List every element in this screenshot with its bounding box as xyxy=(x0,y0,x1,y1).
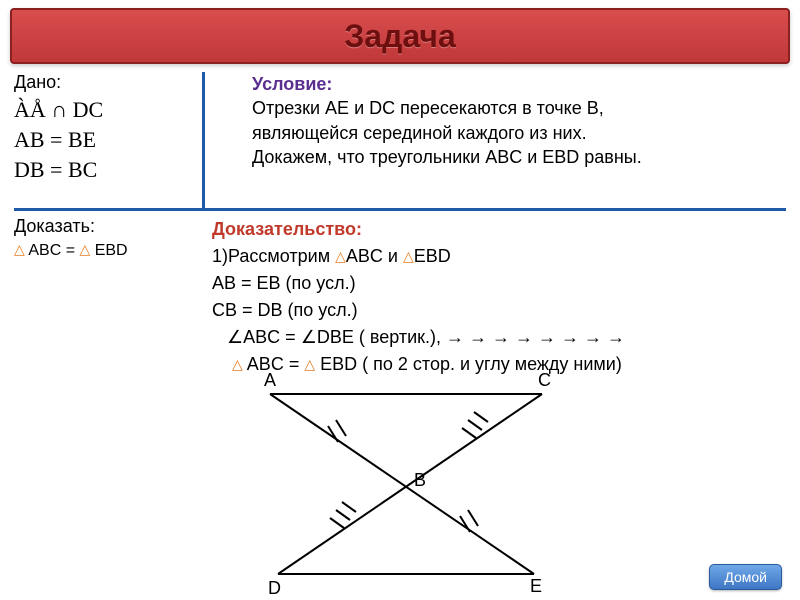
prove-expression: △ ABC = △ EBD xyxy=(14,241,202,260)
triangle-icon: △ xyxy=(232,354,243,375)
proof-block: Доказательство: 1)Рассмотрим △ABC и △EBD… xyxy=(212,216,782,378)
angle-icon: ∠ xyxy=(227,324,243,351)
point-label-c: C xyxy=(538,370,551,391)
proof-text: EBD ( по 2 стор. и углу между ними) xyxy=(315,354,622,374)
home-button[interactable]: Домой xyxy=(709,564,782,590)
given-line1: ÀÅ ∩ DC xyxy=(14,97,202,123)
vertical-divider xyxy=(202,72,205,208)
given-line3: DB = BC xyxy=(14,157,202,183)
condition-block: Условие: Отрезки AE и DC пересекаются в … xyxy=(252,72,652,169)
slide-root: Задача Дано: ÀÅ ∩ DC AB = BE DB = BC Усл… xyxy=(0,0,800,600)
triangle-icon: △ xyxy=(335,246,346,267)
prove-block: Доказать: △ ABC = △ EBD xyxy=(14,216,202,260)
proof-text: ABC и xyxy=(346,246,403,266)
point-label-d: D xyxy=(268,578,281,599)
horizontal-divider xyxy=(14,208,786,211)
proof-line5: △ ABC = △ EBD ( по 2 стор. и углу между … xyxy=(212,351,782,378)
prove-left: ABC = xyxy=(25,242,80,259)
prove-right: EBD xyxy=(90,242,127,259)
proof-line1: 1)Рассмотрим △ABC и △EBD xyxy=(212,243,782,270)
triangle-icon: △ xyxy=(304,354,315,375)
given-block: Дано: ÀÅ ∩ DC AB = BE DB = BC xyxy=(14,72,202,183)
arrows: → → → → → → → → xyxy=(446,327,625,347)
point-label-e: E xyxy=(530,576,542,597)
header-banner: Задача xyxy=(10,8,790,64)
proof-line2: AB = EB (по усл.) xyxy=(212,270,782,297)
proof-text: 1)Рассмотрим xyxy=(212,246,335,266)
condition-text: Отрезки AE и DC пересекаются в точке B, … xyxy=(252,96,652,169)
proof-label: Доказательство: xyxy=(212,216,782,243)
given-label: Дано: xyxy=(14,72,202,93)
proof-text: DBE ( вертик.), xyxy=(317,327,446,347)
prove-label: Доказать: xyxy=(14,216,202,237)
geometry-diagram: A C B D E xyxy=(228,380,598,600)
triangle-icon: △ xyxy=(79,241,90,258)
angle-icon: ∠ xyxy=(301,324,317,351)
diagram-svg xyxy=(228,380,598,600)
proof-text: ABC = xyxy=(243,327,301,347)
given-line2: AB = BE xyxy=(14,127,202,153)
condition-label: Условие: xyxy=(252,72,652,96)
slide-title: Задача xyxy=(344,18,456,55)
proof-line4: ∠ABC = ∠DBE ( вертик.), → → → → → → → → xyxy=(212,324,782,351)
proof-text: EBD xyxy=(414,246,451,266)
triangle-icon: △ xyxy=(403,246,414,267)
point-label-b: B xyxy=(414,470,426,491)
point-label-a: A xyxy=(264,370,276,391)
home-label: Домой xyxy=(724,569,767,585)
triangle-icon: △ xyxy=(14,241,25,258)
proof-line3: CB = DB (по усл.) xyxy=(212,297,782,324)
